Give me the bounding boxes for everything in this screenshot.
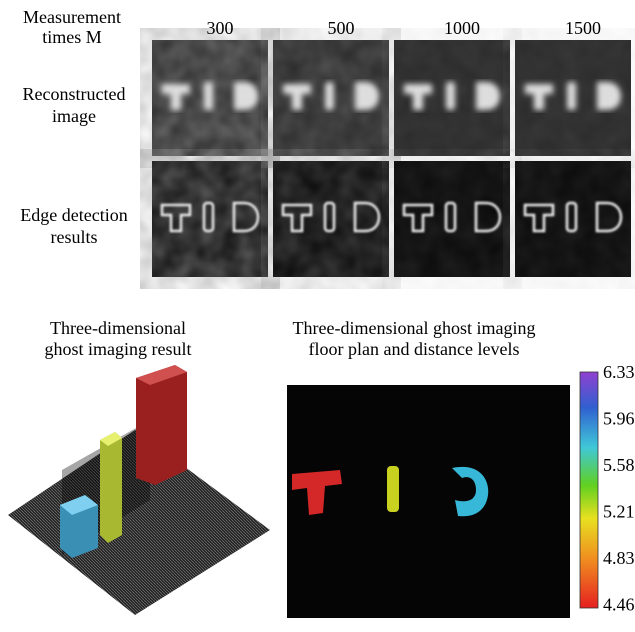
image-grid xyxy=(152,40,631,277)
column-label: 1000 xyxy=(444,18,480,38)
label-line: results xyxy=(51,227,98,247)
colorbar xyxy=(580,372,598,608)
colorbar-label: 5.5875m xyxy=(603,455,635,475)
colorbar-label: 4.8375m xyxy=(603,548,635,568)
edge-panel xyxy=(152,161,268,277)
label-line: times M xyxy=(42,27,102,47)
colorbar-label: 4.4625m xyxy=(603,595,635,615)
figure: Measurementtimes M 300 500 1000 1500 Reconstr… xyxy=(0,0,635,627)
label-line: Measurement xyxy=(23,7,121,27)
letter-i xyxy=(446,82,455,110)
column-label: 500 xyxy=(328,18,355,38)
label-line: Three-dimensional xyxy=(50,318,186,338)
bar-t xyxy=(136,365,187,485)
label-line: Edge detection xyxy=(20,205,127,225)
edge-panel xyxy=(394,161,510,277)
letters xyxy=(404,82,500,110)
colorbar-label: 5.9625m xyxy=(603,409,635,429)
label-line: Three-dimensional ghost imaging xyxy=(293,318,536,338)
panel-noise xyxy=(273,161,389,277)
letters xyxy=(283,82,379,110)
column-label: 1500 xyxy=(565,18,601,38)
label-line: image xyxy=(52,106,96,126)
letter-i xyxy=(204,82,213,110)
reconstructed-panel xyxy=(273,40,389,156)
letters xyxy=(162,82,258,110)
floor-plan xyxy=(287,372,598,618)
bar-d xyxy=(60,495,98,558)
reconstructed-panel xyxy=(152,40,268,156)
panel-noise xyxy=(515,161,631,277)
colorbar-label: 5.2125m xyxy=(603,502,635,522)
reconstructed-panel xyxy=(394,40,510,156)
bar-i xyxy=(100,432,122,543)
letters xyxy=(525,82,621,110)
reconstructed-panel xyxy=(515,40,631,156)
edge-panel xyxy=(515,161,631,277)
three-d-plot xyxy=(8,365,270,615)
label-line: Reconstructed xyxy=(23,84,126,104)
column-label: 300 xyxy=(207,18,234,38)
panel-noise xyxy=(394,161,510,277)
letter-i xyxy=(387,466,399,512)
letter-i xyxy=(567,82,576,110)
label-line: ghost imaging result xyxy=(45,339,192,359)
panel-noise xyxy=(152,161,268,277)
edge-panel xyxy=(273,161,389,277)
label-line: floor plan and distance levels xyxy=(309,339,520,359)
colorbar-label: 6.3375m xyxy=(603,362,635,382)
letter-i xyxy=(325,82,334,110)
